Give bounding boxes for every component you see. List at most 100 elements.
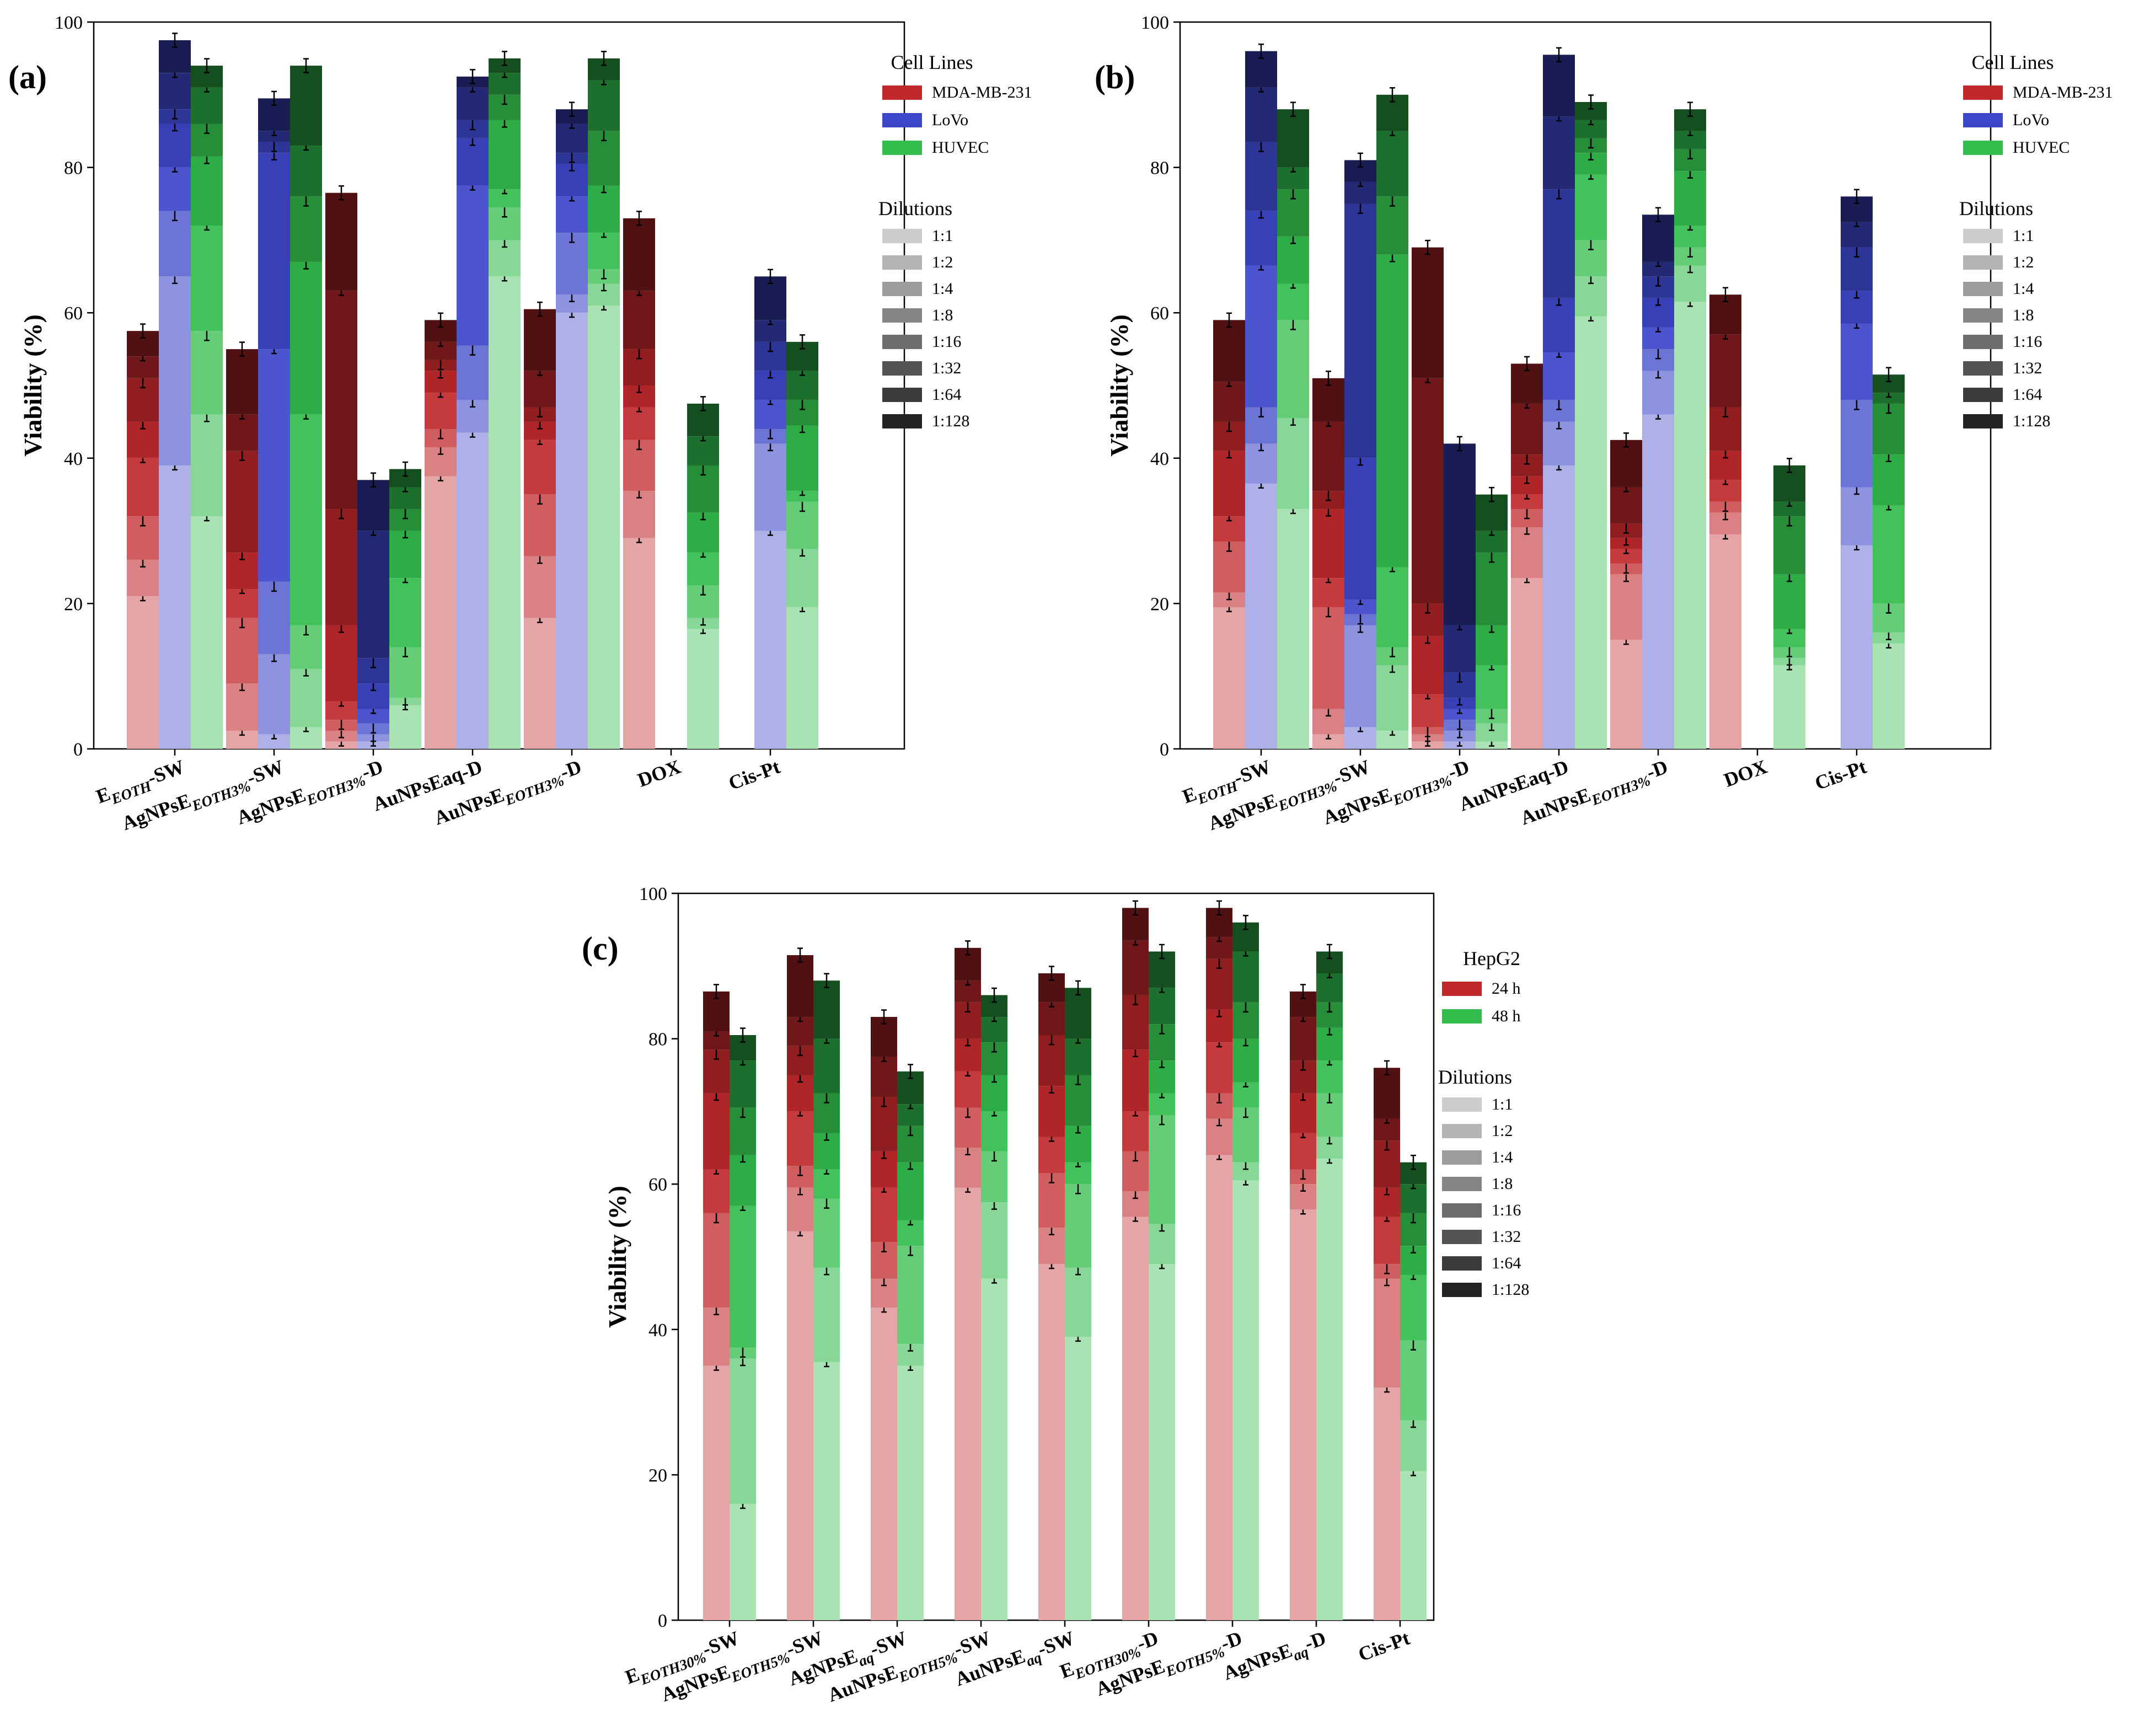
bar-segment: [813, 980, 840, 1039]
bar-segment: [754, 531, 786, 749]
legend-swatch: [1963, 229, 2003, 243]
legend-label: 1:32: [932, 359, 961, 377]
legend-swatch: [882, 255, 922, 270]
bar-segment: [1873, 454, 1905, 506]
y-axis-label: Viability (%): [603, 1186, 631, 1328]
bar-segment: [524, 494, 556, 556]
bar-segment: [258, 153, 290, 350]
category-label-suffix: -SW: [144, 756, 187, 789]
legend-swatch: [1963, 85, 2003, 100]
bar-segment: [1376, 131, 1408, 197]
bar-segment: [1543, 298, 1575, 353]
bar-segment: [1232, 951, 1259, 1003]
bar-segment: [1511, 403, 1543, 455]
bar-segment: [813, 1198, 840, 1268]
bar-segment: [1709, 534, 1741, 749]
bar-segment: [955, 1071, 981, 1108]
bar-segment: [159, 73, 191, 110]
bar-segment: [226, 683, 258, 731]
bar-segment: [127, 596, 159, 749]
bar-segment: [703, 1213, 730, 1308]
legend-title: Cell Lines: [891, 51, 973, 73]
bar-segment: [1374, 1278, 1400, 1388]
bar-segment: [159, 276, 191, 465]
bar-segment: [191, 87, 223, 124]
bar-segment: [1065, 1184, 1091, 1268]
bar-segment: [357, 531, 389, 658]
bar-segment: [258, 349, 290, 582]
bar-segment: [1122, 940, 1149, 995]
bar-segment: [1316, 1159, 1343, 1620]
category-label-suffix: -SW: [244, 756, 287, 789]
legend-swatch: [1963, 113, 2003, 127]
bar-segment: [1412, 694, 1444, 727]
bar-segment: [1374, 1387, 1400, 1620]
bar-segment: [1312, 607, 1344, 709]
bar-segment: [871, 1308, 897, 1620]
bar-segment: [703, 1169, 730, 1213]
category-label: DOX: [635, 756, 684, 791]
legend-swatch: [882, 388, 922, 402]
legend-label: 1:8: [2013, 306, 2034, 324]
bar-segment: [1841, 487, 1873, 545]
bar-segment: [258, 654, 290, 735]
bar-segment: [588, 306, 620, 749]
legend-label: 1:64: [1492, 1254, 1521, 1272]
bar-segment: [1038, 1086, 1065, 1137]
bar-segment: [588, 80, 620, 131]
panel-label: (a): [8, 59, 47, 95]
bar-segment: [1511, 527, 1543, 578]
bar-segment: [1277, 109, 1309, 168]
bar-segment: [1122, 1111, 1149, 1151]
bar-segment: [1290, 1133, 1316, 1170]
category-label-suffix: -SW: [1330, 756, 1373, 789]
bar-segment: [1213, 451, 1245, 517]
bar-segment: [1245, 142, 1277, 211]
bar-segment: [1213, 382, 1245, 422]
legend-label: 1:32: [2013, 359, 2042, 377]
bar-segment: [1344, 203, 1376, 458]
bar-segment: [1245, 211, 1277, 266]
y-tick-label: 60: [648, 1175, 667, 1195]
bar-segment: [127, 458, 159, 517]
y-tick-label: 20: [648, 1465, 667, 1486]
bar-segment: [703, 1093, 730, 1170]
legend-swatch: [882, 414, 922, 428]
legend-swatch: [882, 85, 922, 100]
bar-segment: [1149, 988, 1175, 1025]
y-tick-label: 80: [1150, 158, 1169, 179]
bar-segment: [1610, 440, 1642, 487]
legend-label: 1:2: [1492, 1122, 1513, 1140]
bar-segment: [623, 407, 655, 440]
legend-label: LoVo: [2013, 111, 2049, 129]
bar-segment: [1873, 505, 1905, 604]
bar-segment: [623, 538, 655, 749]
bar-segment: [1444, 709, 1476, 720]
bar-segment: [623, 218, 655, 291]
legend-swatch: [1442, 1203, 1482, 1218]
legend-swatch: [1442, 1230, 1482, 1244]
legend-label: 1:2: [932, 253, 953, 271]
bar-segment: [1543, 352, 1575, 400]
y-axis-label: Viability (%): [1105, 314, 1133, 457]
bar-segment: [786, 549, 818, 607]
legend-title: Dilutions: [878, 197, 952, 219]
bar-segment: [1511, 578, 1543, 749]
category-label: Cis-Pt: [726, 756, 783, 794]
legend-swatch: [1442, 1283, 1482, 1297]
bar-segment: [389, 531, 421, 578]
legend-label: 1:8: [1492, 1175, 1513, 1193]
bar-segment: [687, 629, 719, 749]
bar-segment: [159, 465, 191, 749]
bar-segment: [290, 66, 322, 146]
bar-segment: [1841, 400, 1873, 487]
legend-label: HUVEC: [2013, 138, 2070, 157]
legend-label: 1:2: [2013, 253, 2034, 271]
bar-segment: [813, 1038, 840, 1094]
legend-swatch: [1442, 1256, 1482, 1271]
bar-segment: [981, 1111, 1007, 1151]
category-label-suffix: -SW: [783, 1627, 826, 1660]
bar-segment: [1400, 1471, 1427, 1620]
legend-swatch: [882, 141, 922, 155]
bar-segment: [1122, 1049, 1149, 1112]
